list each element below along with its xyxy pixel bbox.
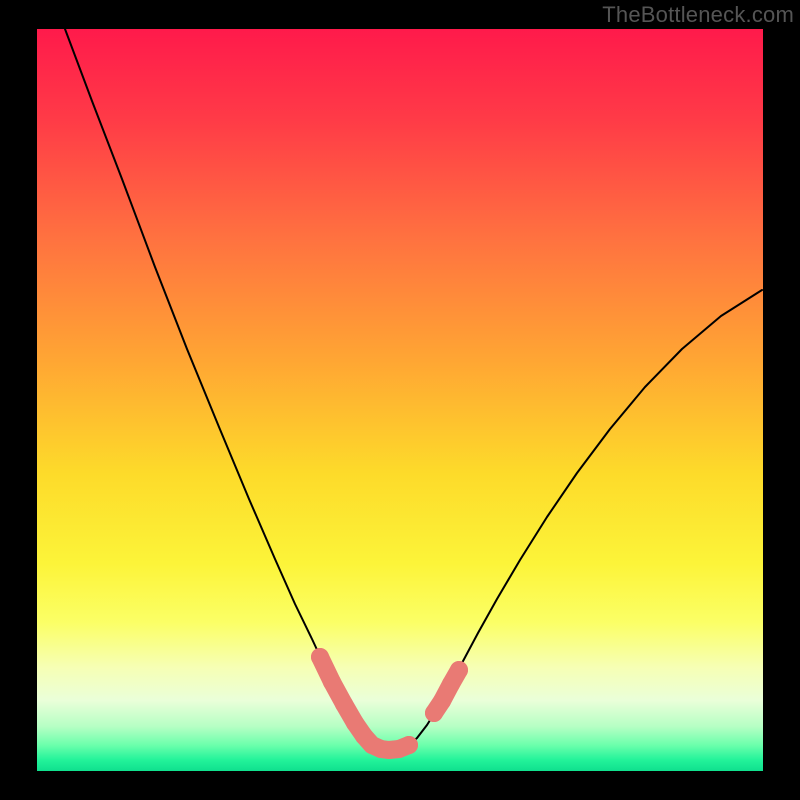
plot-area	[37, 29, 763, 771]
highlight-group	[311, 648, 468, 759]
bottleneck-curve-chart	[37, 29, 763, 771]
outer-frame: TheBottleneck.com	[0, 0, 800, 800]
curve-left	[65, 29, 389, 750]
curve-group	[65, 29, 762, 750]
watermark-label: TheBottleneck.com	[602, 2, 794, 28]
